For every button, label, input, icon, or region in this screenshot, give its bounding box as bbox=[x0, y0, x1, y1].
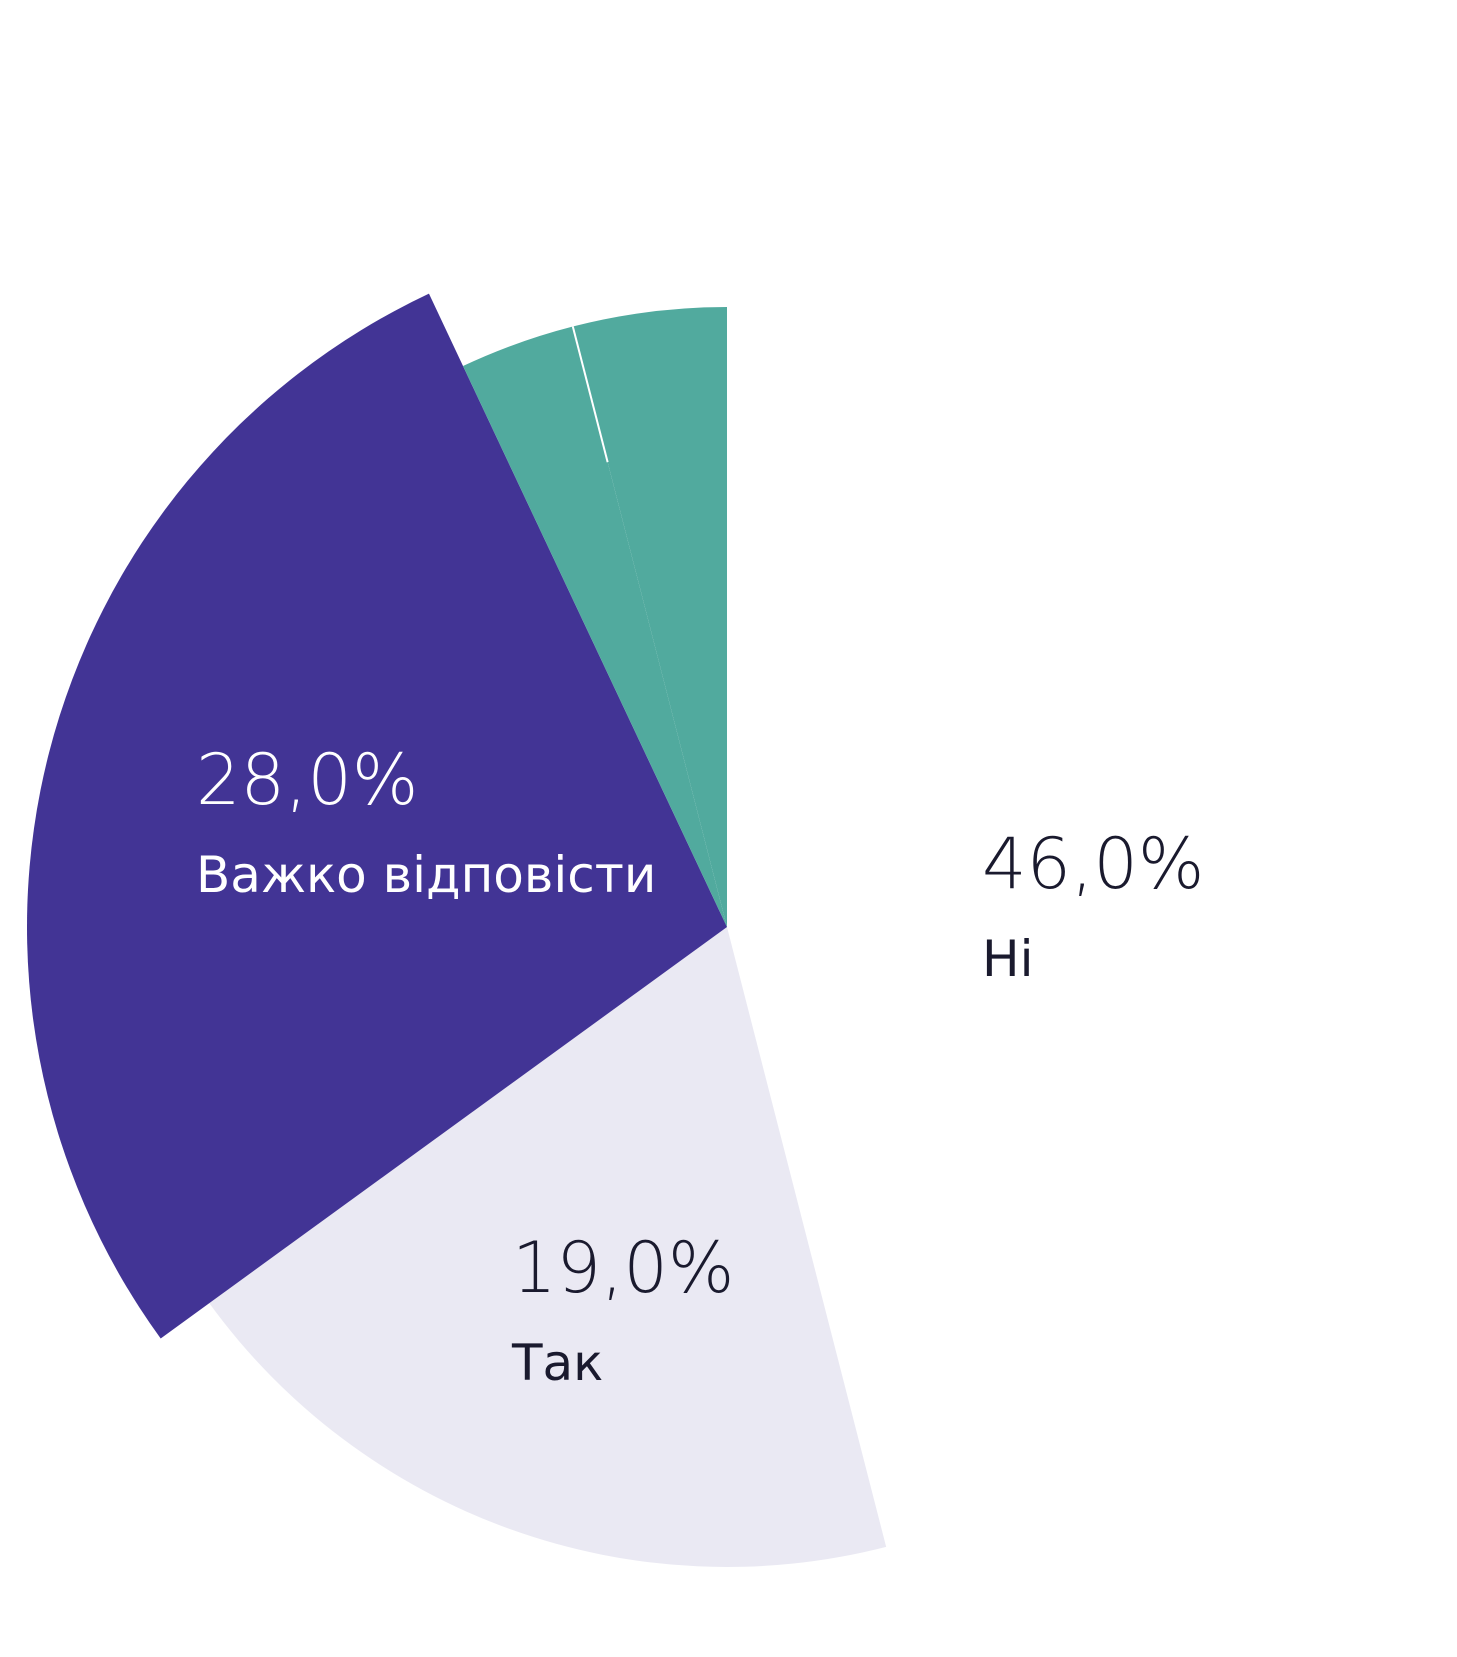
slice-value-label: 46,0% bbox=[982, 823, 1204, 905]
slice-category-label: Так bbox=[511, 1334, 603, 1392]
pie-slice-4 bbox=[463, 326, 727, 927]
pie-slices bbox=[26, 293, 1347, 1567]
slice-value-label: 28,0% bbox=[196, 739, 418, 821]
pie-slice-3 bbox=[26, 293, 727, 1339]
pie-slice-5 bbox=[572, 307, 727, 927]
pie-slice-1 bbox=[727, 307, 1347, 1528]
slice-category-label: Важко відповісти bbox=[196, 846, 656, 904]
slice-value-label: 19,0% bbox=[512, 1227, 734, 1309]
slice-separator bbox=[571, 326, 609, 463]
pie-labels: 46,0% Ні 19,0% Так 28,0% Важко відповісти bbox=[196, 739, 1204, 1392]
pie-slice-2 bbox=[209, 927, 887, 1567]
slice-category-label: Ні bbox=[982, 930, 1034, 988]
